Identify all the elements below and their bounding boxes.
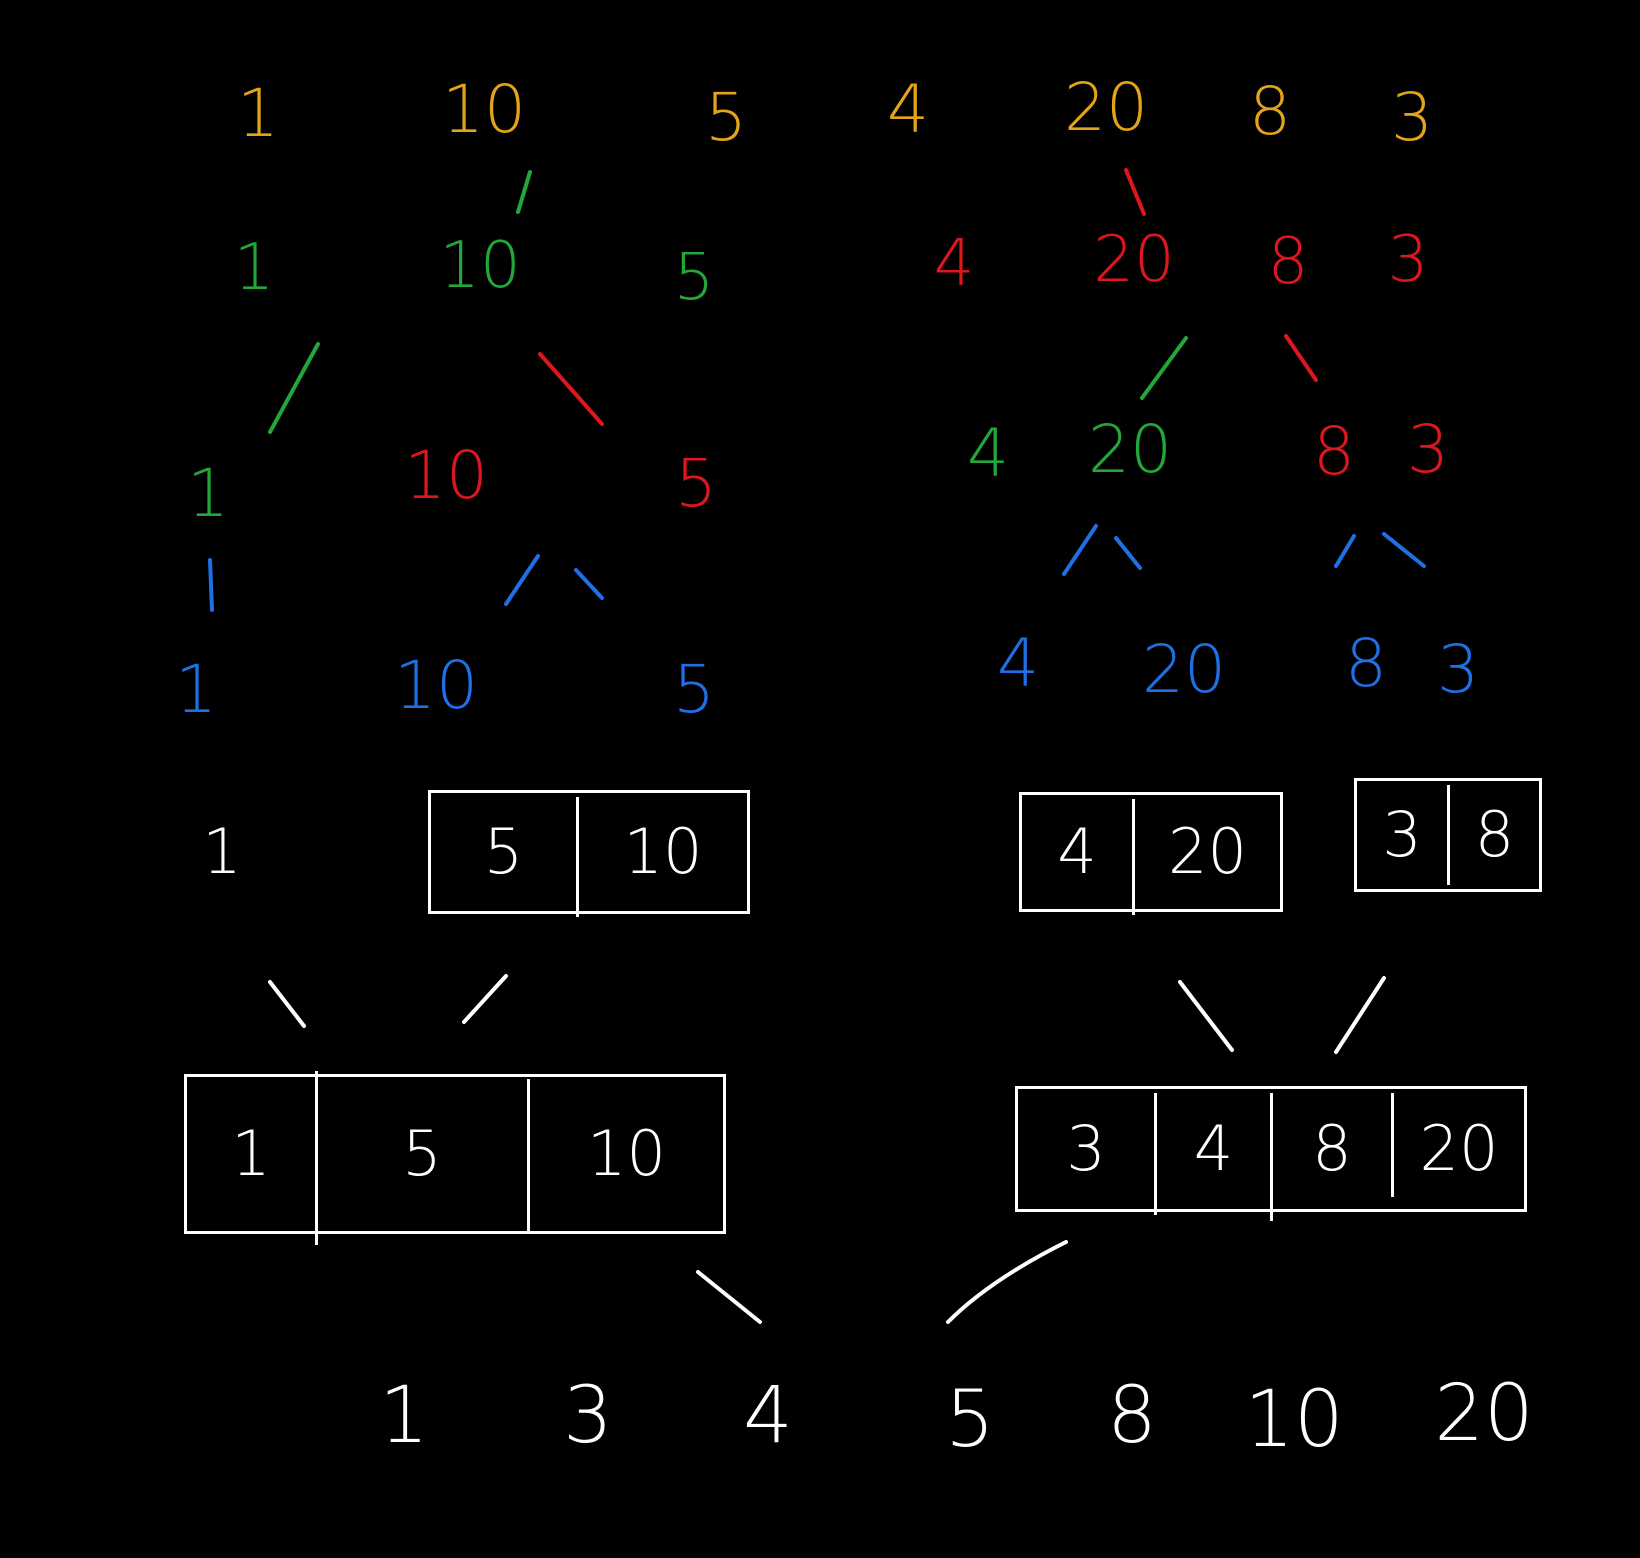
- result-value: 10: [1244, 1375, 1344, 1465]
- input-value: 10: [442, 71, 526, 148]
- box-cell: 10: [579, 793, 747, 911]
- result-value: 5: [945, 1375, 995, 1465]
- box-cell: 8: [1273, 1089, 1391, 1209]
- connector-stroke: [696, 1270, 762, 1324]
- box-divider: [576, 797, 579, 917]
- merge2-box-left: 1 5 10: [184, 1071, 726, 1245]
- merge1-box-c: 3 8: [1354, 778, 1542, 892]
- box-divider: [1391, 1093, 1394, 1197]
- box-cell-value: 20: [1419, 1112, 1499, 1185]
- connector-stroke: [1062, 524, 1098, 576]
- connector-stroke: [574, 568, 604, 600]
- result-value: 1: [379, 1371, 429, 1461]
- leaf-value: 5: [673, 651, 715, 728]
- box-cell-value: 10: [587, 1117, 666, 1190]
- input-value: 5: [705, 79, 747, 156]
- box-divider: [1154, 1093, 1157, 1215]
- split2-left-value: 10: [404, 437, 488, 514]
- box-divider: [1270, 1093, 1273, 1221]
- connector-stroke: [1140, 336, 1188, 400]
- box-divider: [315, 1071, 318, 1245]
- leaf-value: 10: [394, 647, 478, 724]
- box-cell: 5: [431, 793, 576, 911]
- box-cell-value: 10: [623, 815, 703, 888]
- box-cell-value: 5: [402, 1117, 442, 1190]
- merge1-box-b: 4 20: [1019, 792, 1283, 915]
- box-cell: 10: [530, 1077, 723, 1231]
- split1-left-value: 10: [439, 229, 521, 303]
- split1-right-value: 8: [1267, 225, 1309, 299]
- merge2-box-right: 3 4 8 20: [1015, 1086, 1527, 1221]
- leaf-value: 8: [1345, 625, 1387, 702]
- connector-stroke: [538, 352, 604, 426]
- leaf-value: 3: [1437, 631, 1479, 708]
- result-value: 8: [1107, 1371, 1157, 1461]
- box-cell: 8: [1450, 781, 1539, 889]
- input-value: 20: [1064, 69, 1148, 146]
- connector-stroke: [208, 558, 214, 612]
- split2-right-value: 4: [967, 415, 1009, 492]
- split2-right-value: 8: [1313, 413, 1355, 490]
- box-cell-value: 4: [1193, 1112, 1234, 1185]
- box-cell-value: 8: [1474, 798, 1515, 871]
- connector-stroke: [1178, 980, 1234, 1052]
- result-value: 20: [1434, 1369, 1534, 1459]
- split1-right-value: 20: [1093, 223, 1175, 297]
- connector-stroke: [268, 980, 306, 1028]
- box-divider: [527, 1079, 530, 1231]
- connector-stroke: [946, 1240, 1068, 1324]
- box-cell: 20: [1135, 795, 1280, 909]
- result-value: 4: [743, 1371, 793, 1461]
- split2-right-value: 3: [1407, 411, 1449, 488]
- leaf-value: 20: [1142, 631, 1226, 708]
- connector-stroke: [504, 554, 540, 606]
- connector-stroke: [1334, 534, 1356, 568]
- connector-stroke: [1284, 334, 1318, 382]
- box-cell-value: 5: [483, 815, 524, 888]
- leaf-value: 1: [175, 651, 217, 728]
- split1-right-value: 3: [1387, 223, 1429, 297]
- box-cell: 4: [1157, 1089, 1270, 1209]
- box-cell: 1: [187, 1077, 315, 1231]
- box-cell: 5: [318, 1077, 526, 1231]
- box-cell: 3: [1357, 781, 1447, 889]
- box-cell-value: 3: [1066, 1112, 1106, 1185]
- connector-stroke: [516, 170, 532, 214]
- connector-stroke: [462, 974, 508, 1024]
- split1-left-value: 5: [673, 241, 715, 315]
- box-cell-value: 4: [1057, 815, 1097, 888]
- input-value: 1: [237, 75, 279, 152]
- merge1-single-value: 1: [202, 815, 242, 888]
- box-cell: 4: [1022, 795, 1132, 909]
- split1-left-value: 1: [233, 231, 275, 305]
- connector-stroke: [268, 342, 320, 434]
- input-value: 4: [887, 71, 929, 148]
- box-cell: 20: [1394, 1089, 1524, 1209]
- merge1-box-a: 5 10: [428, 790, 750, 917]
- input-value: 8: [1249, 73, 1291, 150]
- box-cell-value: 8: [1312, 1112, 1352, 1185]
- connector-stroke: [1334, 976, 1386, 1054]
- connector-stroke: [1114, 536, 1142, 570]
- split2-left-value: 5: [675, 445, 717, 522]
- box-cell-value: 1: [231, 1117, 271, 1190]
- box-divider: [1447, 785, 1450, 885]
- box-cell-value: 20: [1168, 815, 1247, 888]
- box-divider: [1132, 799, 1135, 915]
- connector-stroke: [1382, 532, 1426, 568]
- result-value: 3: [563, 1371, 613, 1461]
- leaf-value: 4: [997, 625, 1039, 702]
- split2-right-value: 20: [1088, 411, 1172, 488]
- box-cell-value: 3: [1382, 798, 1422, 871]
- split2-left-value: 1: [187, 455, 229, 532]
- split1-right-value: 4: [933, 227, 975, 301]
- input-value: 3: [1391, 79, 1433, 156]
- box-cell: 3: [1018, 1089, 1154, 1209]
- connector-stroke: [1124, 168, 1146, 216]
